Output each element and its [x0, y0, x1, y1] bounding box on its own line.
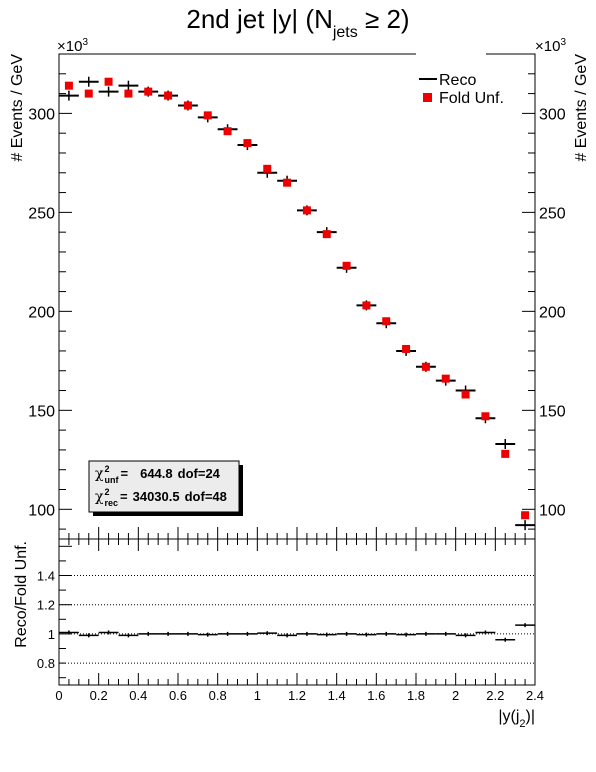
chi2-stats-box: χ2 unf = 644.8 dof=24 χ2 rec = 34030.5 dof=48 — [88, 460, 243, 516]
fold-unf-point — [263, 164, 272, 173]
fold-unf-point — [84, 89, 93, 98]
x-tick-label: 1.2 — [288, 688, 306, 703]
fold-unf-point — [342, 261, 351, 270]
y-tick-label-right: 200 — [539, 304, 566, 321]
legend-fold-label: Fold Unf. — [439, 90, 504, 107]
x-axis-label: |y(j2)| — [498, 708, 535, 730]
legend-fold-marker — [423, 93, 432, 102]
x-tick-label: 1.4 — [328, 688, 346, 703]
x-tick-label: 1 — [254, 688, 261, 703]
x-tick-label: 1.8 — [407, 688, 425, 703]
x-tick-label: 2 — [452, 688, 459, 703]
y-tick-label-left: 200 — [28, 304, 55, 321]
y-tick-label-left: 300 — [28, 106, 55, 123]
y-tick-label-right: 150 — [539, 403, 566, 420]
fold-unf-point — [64, 81, 73, 90]
stats-box-bg — [88, 460, 240, 513]
x-tick-label: 0 — [55, 688, 62, 703]
title-mask — [416, 49, 486, 57]
fold-unf-point — [203, 111, 212, 120]
y-multiplier-left: ×103 — [57, 37, 88, 55]
x-tick-label: 2.2 — [486, 688, 504, 703]
x-tick-label: 0.6 — [169, 688, 187, 703]
fold-unf-point — [501, 449, 510, 458]
fold-unf-point — [421, 362, 430, 371]
fold-unf-point — [223, 127, 232, 136]
fold-unf-point — [322, 230, 331, 239]
y-tick-label-left: 150 — [28, 403, 55, 420]
fold-unf-point — [302, 206, 311, 215]
fold-unf-point — [243, 139, 252, 148]
fold-unf-point — [183, 101, 192, 110]
fold-unf-point — [382, 317, 391, 326]
fold-unf-point — [481, 412, 490, 421]
y-tick-label-left: 100 — [28, 502, 55, 519]
x-tick-label: 0.4 — [129, 688, 147, 703]
y-multiplier-right: ×103 — [535, 37, 566, 55]
y-axis-label-left: # Events / GeV — [9, 54, 26, 162]
y-tick-label-left: 250 — [28, 205, 55, 222]
y-tick-label-right: 250 — [539, 205, 566, 222]
fold-unf-point — [402, 344, 411, 353]
x-tick-label: 1.6 — [367, 688, 385, 703]
fold-unf-point — [104, 77, 113, 86]
ratio-tick-label: 1 — [48, 627, 55, 642]
x-tick-label: 0.2 — [90, 688, 108, 703]
legend-reco-label: Reco — [439, 72, 476, 89]
x-tick-label: 0.8 — [209, 688, 227, 703]
fold-unf-point — [441, 374, 450, 383]
fold-unf-point — [283, 178, 292, 187]
fold-unf-point — [124, 89, 133, 98]
fold-unf-point — [144, 87, 153, 96]
chi2-unf: χ2 unf = 644.8 dof=24 — [95, 464, 221, 485]
legend: Reco Fold Unf. — [419, 72, 504, 107]
ratio-tick-label: 0.8 — [37, 656, 55, 671]
y-axis-label-right: # Events / GeV — [573, 54, 590, 162]
fold-unf-point — [461, 390, 470, 399]
fold-unf-point — [164, 91, 173, 100]
fold-unf-point — [362, 301, 371, 310]
ratio-tick-label: 1.4 — [37, 569, 55, 584]
y-tick-label-right: 300 — [539, 106, 566, 123]
ratio-y-axis-label: Reco/Fold Unf. — [13, 541, 30, 648]
fold-unf-point — [521, 511, 530, 520]
x-tick-label: 2.4 — [526, 688, 544, 703]
chart-title: 2nd jet |y| (Njets ≥ 2) — [186, 4, 409, 41]
ratio-tick-label: 1.2 — [37, 598, 55, 613]
chi2-rec: χ2 rec = 34030.5 dof=48 — [95, 487, 227, 508]
y-tick-label-right: 100 — [539, 502, 566, 519]
